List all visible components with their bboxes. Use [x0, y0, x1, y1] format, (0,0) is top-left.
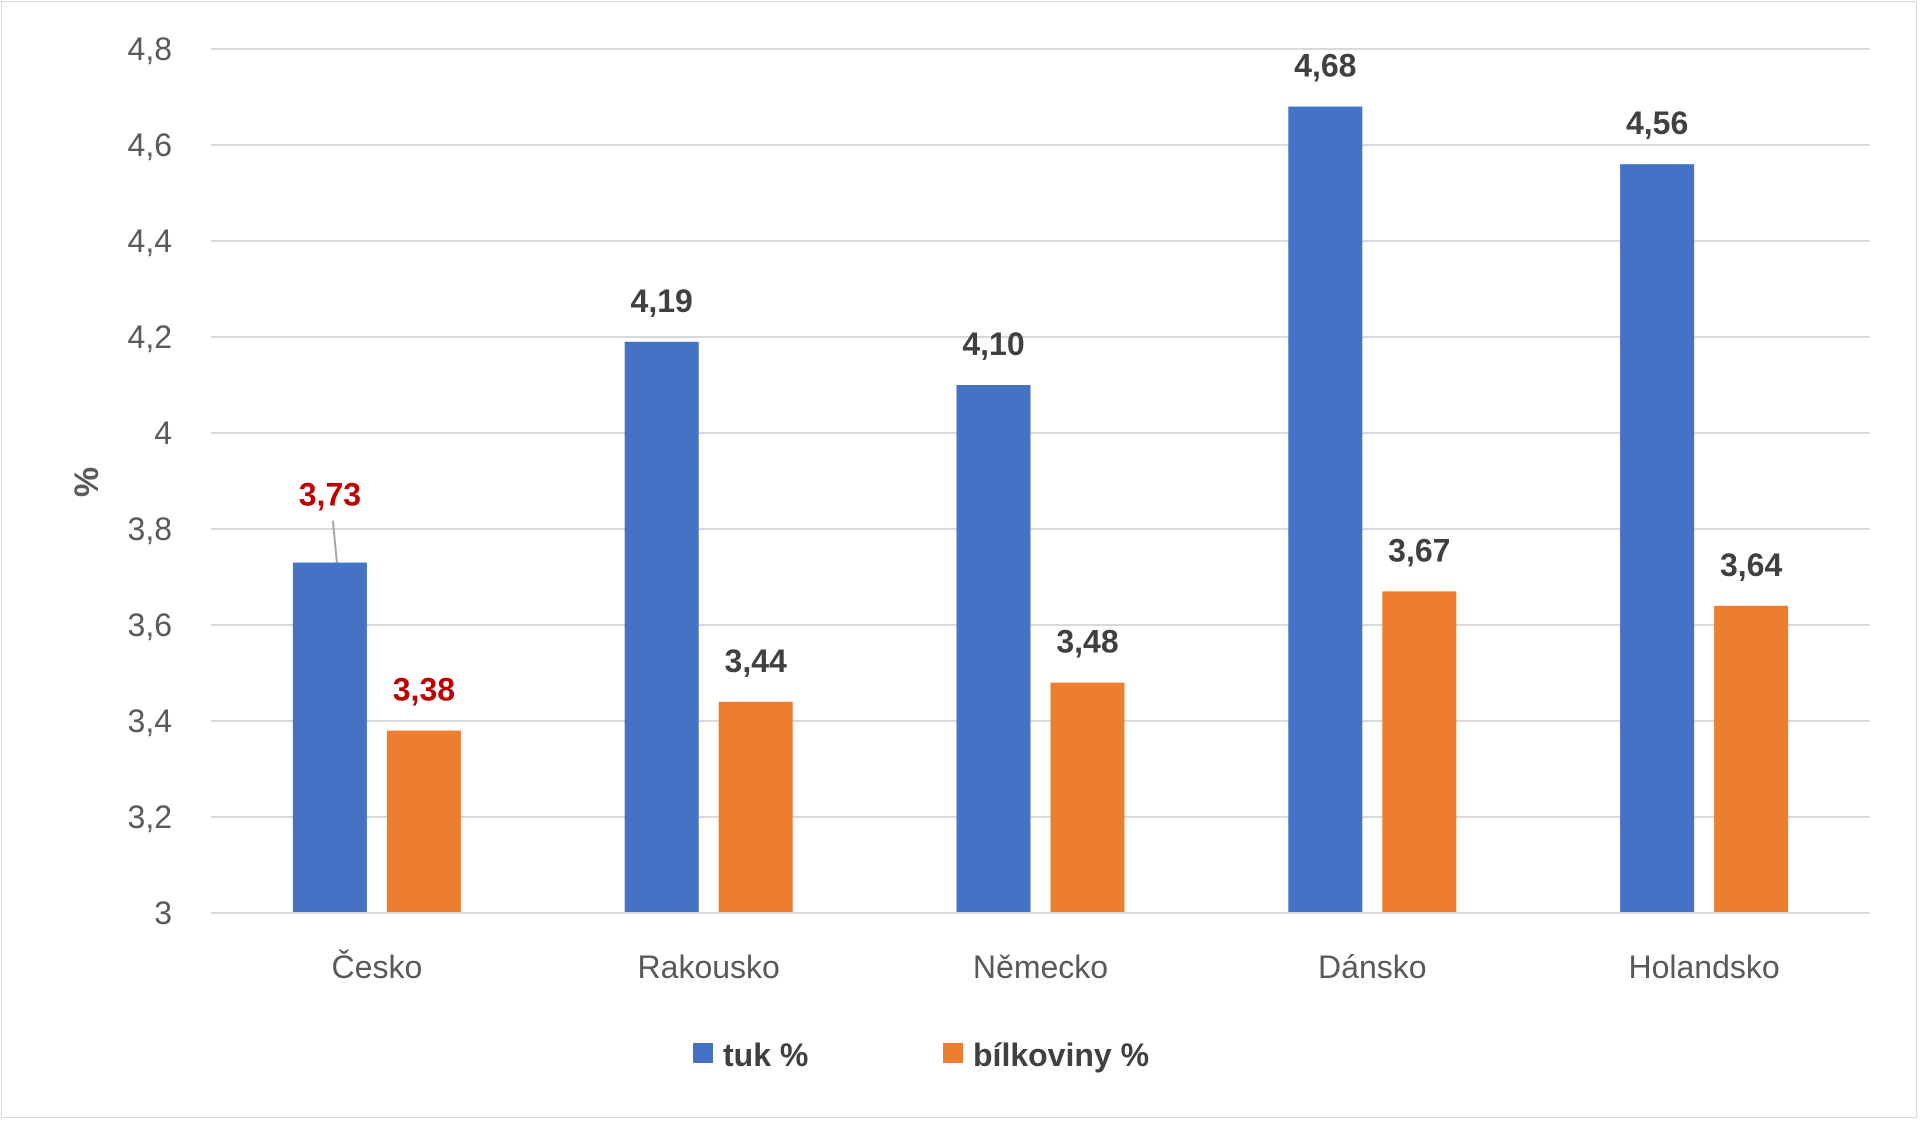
legend-label-bilkoviny: bílkoviny % — [973, 1037, 1149, 1073]
legend-swatch-bilkoviny — [943, 1043, 963, 1063]
x-category-label: Holandsko — [1628, 949, 1779, 985]
data-label: 3,38 — [393, 672, 455, 708]
y-axis-label: % — [68, 467, 106, 497]
data-label: 3,48 — [1056, 624, 1118, 660]
bar — [624, 341, 699, 913]
data-label: 3,73 — [299, 477, 361, 513]
x-axis-categories: Česko Rakousko Německo Dánsko Holandsko — [332, 949, 1780, 985]
legend-swatch-tuk — [693, 1043, 713, 1063]
bar — [386, 730, 461, 913]
y-tick-label: 4,8 — [128, 31, 172, 67]
data-label: 4,56 — [1626, 105, 1688, 141]
y-tick-label: 3,8 — [128, 511, 172, 547]
bar — [956, 385, 1031, 913]
x-category-label: Rakousko — [638, 949, 780, 985]
bar — [718, 701, 793, 913]
bar — [1050, 682, 1125, 913]
bars — [211, 106, 1870, 914]
y-tick-label: 3,2 — [128, 799, 172, 835]
bar — [1714, 605, 1789, 913]
x-category-label: Česko — [332, 949, 423, 985]
x-category-label: Německo — [973, 949, 1108, 985]
y-tick-label: 3,6 — [128, 607, 172, 643]
data-label: 4,19 — [631, 283, 693, 319]
bar — [292, 562, 367, 913]
y-tick-label: 4,6 — [128, 127, 172, 163]
bar — [1288, 106, 1363, 914]
data-label: 3,44 — [725, 643, 787, 679]
data-labels: 3,73 3,38 4,19 3,44 4,10 3,48 4,68 3,67 4,56 3,64 — [299, 48, 1783, 708]
data-label: 3,67 — [1388, 532, 1450, 568]
leader-line — [331, 520, 338, 563]
y-tick-label: 4,4 — [128, 223, 172, 259]
data-label: 4,68 — [1294, 48, 1356, 84]
y-axis-ticks: 3 3,2 3,4 3,6 3,8 4 4,2 4,4 4,6 4,8 — [128, 31, 172, 931]
y-tick-label: 4,2 — [128, 319, 172, 355]
data-label: 3,64 — [1720, 547, 1782, 583]
y-tick-label: 3 — [154, 895, 172, 931]
legend-label-tuk: tuk % — [723, 1037, 808, 1073]
legend: tuk % bílkoviny % — [693, 1037, 1149, 1073]
y-tick-label: 3,4 — [128, 703, 172, 739]
bar — [1382, 591, 1457, 913]
data-label: 4,10 — [962, 326, 1024, 362]
x-category-label: Dánsko — [1318, 949, 1427, 985]
bar — [1620, 164, 1695, 913]
y-tick-label: 4 — [154, 415, 172, 451]
